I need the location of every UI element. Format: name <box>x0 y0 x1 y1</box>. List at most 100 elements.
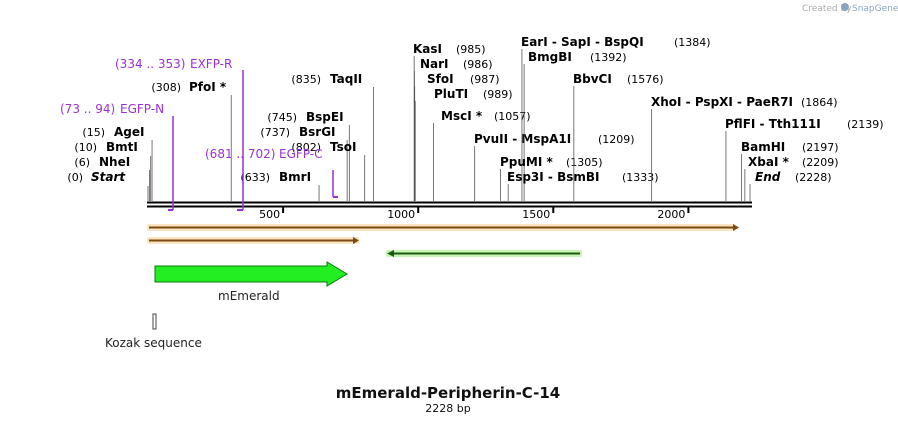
cut-site-position: (986) <box>463 58 493 71</box>
cut-site-position: (987) <box>470 73 500 86</box>
primer-egfp-n[interactable]: (73 .. 94) EGFP-N <box>60 102 174 211</box>
cut-site-left[interactable]: (10) BmtI <box>74 140 152 201</box>
cut-site-position: (633) <box>240 171 270 184</box>
cut-site-name: XbaI * <box>748 155 790 169</box>
cut-site-position: (802) <box>291 141 321 154</box>
cut-site-position: (6) <box>74 156 90 169</box>
cut-site-name: SfoI <box>427 72 454 86</box>
cut-site-right[interactable]: MscI * (1057) <box>433 109 531 201</box>
orf-full-arrowhead <box>733 224 739 231</box>
cut-site-left[interactable]: (737) BsrGI <box>260 125 348 201</box>
cut-site-left[interactable]: (6) NheI <box>74 155 151 201</box>
cut-site-name: Esp3I - BsmBI <box>507 170 599 184</box>
orf-memerald-forward[interactable] <box>147 237 359 244</box>
primer-egfp-c[interactable]: (681 .. 702) EGFP-C <box>205 147 338 198</box>
cut-site-right[interactable]: BmgBI (1392) <box>523 50 627 201</box>
tick-label: 1000 <box>387 208 415 221</box>
cut-site-left[interactable]: (835) TaqII <box>291 72 375 201</box>
cut-site-position: (1384) <box>674 36 711 49</box>
cut-site-right[interactable]: PpuMI * (1305) <box>500 155 603 201</box>
cut-site-name: NarI <box>420 57 449 71</box>
cut-site-position: (1864) <box>801 96 838 109</box>
feature-kozak[interactable]: Kozak sequence <box>105 313 202 350</box>
cut-site-left[interactable]: (308) PfoI * <box>151 80 232 201</box>
cut-site-left[interactable]: (633) BmrI <box>240 170 320 201</box>
cut-site-position: (1305) <box>566 156 603 169</box>
credit-text: Created by <box>802 4 852 14</box>
cut-site-right[interactable]: BamHI (2197) <box>741 140 839 201</box>
cut-site-name: End <box>755 170 781 184</box>
cut-site-position: (1209) <box>598 133 635 146</box>
cut-site-right[interactable]: SfoI (987) <box>414 72 500 201</box>
cut-site-left[interactable]: (745) BspEI <box>267 110 350 201</box>
cut-site-right[interactable]: BbvCI (1576) <box>573 72 664 201</box>
primer-egfp-n-range: (73 .. 94) <box>60 102 115 116</box>
tick-label: 1500 <box>522 208 550 221</box>
feature-memerald[interactable]: mEmerald <box>154 261 348 303</box>
cut-site-right[interactable]: PluTI (989) <box>414 87 513 201</box>
orf-full-forward[interactable] <box>147 224 739 231</box>
credit-brand: SnapGene <box>852 4 898 14</box>
cut-site-name: PflFI - Tth111I <box>725 117 821 131</box>
snapgene-logo-icon <box>841 3 849 11</box>
cut-site-position: (15) <box>82 126 105 139</box>
orf-reverse[interactable] <box>386 250 582 257</box>
cut-site-name: TsoI <box>330 140 356 154</box>
cut-site-name: BspEI <box>306 110 344 124</box>
tick-label: 2000 <box>657 208 685 221</box>
primer-exfp-r[interactable]: (334 .. 353) EXFP-R <box>115 57 244 211</box>
cut-site-name: BsrGI <box>299 125 336 139</box>
cut-site-right[interactable]: XhoI - PspXI - PaeR7I (1864) <box>651 95 838 201</box>
cut-site-position: (2209) <box>802 156 839 169</box>
cut-site-name: BbvCI <box>573 72 612 86</box>
orf-memerald-arrowhead <box>353 237 359 244</box>
cut-site-position: (985) <box>456 43 486 56</box>
primer-exfp-r-name: EXFP-R <box>190 57 232 71</box>
cut-site-right[interactable]: PvuII - MspA1I (1209) <box>474 132 635 201</box>
backbone-top-strand <box>147 201 752 204</box>
cut-site-position: (1392) <box>590 51 627 64</box>
cut-site-left[interactable]: (0) Start <box>67 170 149 201</box>
map-length: 2228 bp <box>425 402 470 415</box>
cut-site-name: BmtI <box>106 140 138 154</box>
cut-site-name: MscI * <box>441 109 483 123</box>
cut-site-left[interactable]: (802) TsoI <box>291 140 366 201</box>
cut-site-position: (989) <box>483 88 513 101</box>
feature-kozak-box <box>152 313 157 330</box>
tick-label: 500 <box>259 208 280 221</box>
cut-site-name: AgeI <box>114 125 144 139</box>
cut-site-name: BmgBI <box>528 50 572 64</box>
cut-site-right[interactable]: PflFI - Tth111I (2139) <box>725 117 884 201</box>
cut-site-position: (737) <box>260 126 290 139</box>
backbone-bottom-strand <box>147 205 752 208</box>
feature-memerald-arrow <box>154 261 348 287</box>
cut-site-name: NheI <box>99 155 130 169</box>
cut-site-left[interactable]: (15) AgeI <box>82 125 153 201</box>
cut-site-name: TaqII <box>330 72 362 86</box>
cut-site-name: BmrI <box>279 170 311 184</box>
cut-site-name: PvuII - MspA1I <box>474 132 571 146</box>
cut-site-name: EarI - SapI - BspQI <box>521 35 644 49</box>
cut-site-name: PpuMI * <box>500 155 554 169</box>
feature-memerald-label: mEmerald <box>218 289 280 303</box>
feature-kozak-label: Kozak sequence <box>105 336 202 350</box>
cut-site-position: (0) <box>67 171 83 184</box>
cut-site-position: (10) <box>74 141 97 154</box>
cut-site-position: (2228) <box>795 171 832 184</box>
cut-site-right[interactable]: End (2228) <box>749 170 832 201</box>
primer-egfp-n-name: EGFP-N <box>120 102 164 116</box>
cut-site-name: BamHI <box>741 140 785 154</box>
cut-site-right[interactable]: XbaI * (2209) <box>744 155 839 201</box>
cut-site-position: (835) <box>291 73 321 86</box>
cut-site-right[interactable]: EarI - SapI - BspQI (1384) <box>521 35 711 201</box>
cut-site-position: (1333) <box>622 171 659 184</box>
cut-site-position: (2197) <box>802 141 839 154</box>
cut-site-position: (1576) <box>627 73 664 86</box>
orf-reverse-arrowhead <box>387 250 394 257</box>
cut-site-name: KasI <box>413 42 442 56</box>
cut-site-position: (308) <box>151 81 181 94</box>
primer-egfp-c-name: EGFP-C <box>279 147 322 161</box>
cut-site-right[interactable]: Esp3I - BsmBI (1333) <box>507 170 659 201</box>
